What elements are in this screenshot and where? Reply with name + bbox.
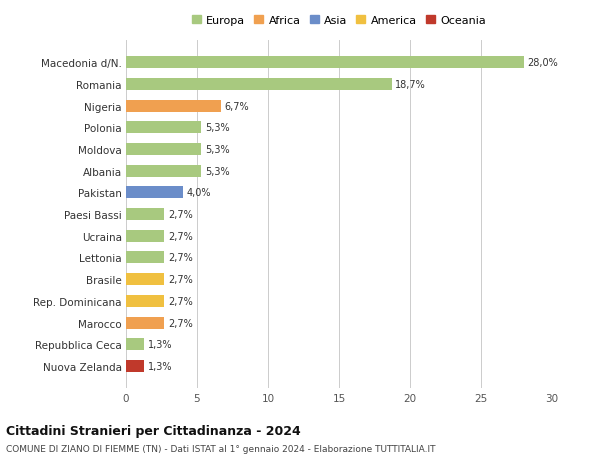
Bar	[126, 252, 164, 264]
Text: COMUNE DI ZIANO DI FIEMME (TN) - Dati ISTAT al 1° gennaio 2024 - Elaborazione TU: COMUNE DI ZIANO DI FIEMME (TN) - Dati IS…	[6, 444, 436, 453]
Text: 2,7%: 2,7%	[168, 210, 193, 219]
Text: 5,3%: 5,3%	[205, 166, 229, 176]
Bar	[126, 295, 164, 307]
Bar	[126, 57, 524, 69]
Text: 6,7%: 6,7%	[224, 101, 250, 112]
Bar	[126, 144, 201, 156]
Text: 1,3%: 1,3%	[148, 340, 173, 349]
Bar	[126, 101, 221, 112]
Text: 28,0%: 28,0%	[527, 58, 558, 68]
Text: 4,0%: 4,0%	[187, 188, 211, 198]
Bar	[126, 339, 145, 351]
Text: 1,3%: 1,3%	[148, 361, 173, 371]
Bar	[126, 317, 164, 329]
Bar	[126, 78, 392, 90]
Bar	[126, 165, 201, 177]
Text: 5,3%: 5,3%	[205, 123, 229, 133]
Bar	[126, 274, 164, 285]
Text: 2,7%: 2,7%	[168, 318, 193, 328]
Text: 2,7%: 2,7%	[168, 253, 193, 263]
Bar	[126, 187, 183, 199]
Legend: Europa, Africa, Asia, America, Oceania: Europa, Africa, Asia, America, Oceania	[188, 12, 490, 29]
Bar	[126, 209, 164, 220]
Text: 2,7%: 2,7%	[168, 274, 193, 285]
Text: 2,7%: 2,7%	[168, 296, 193, 306]
Text: Cittadini Stranieri per Cittadinanza - 2024: Cittadini Stranieri per Cittadinanza - 2…	[6, 425, 301, 437]
Bar	[126, 122, 201, 134]
Text: 5,3%: 5,3%	[205, 145, 229, 155]
Text: 18,7%: 18,7%	[395, 80, 426, 90]
Bar	[126, 360, 145, 372]
Text: 2,7%: 2,7%	[168, 231, 193, 241]
Bar	[126, 230, 164, 242]
